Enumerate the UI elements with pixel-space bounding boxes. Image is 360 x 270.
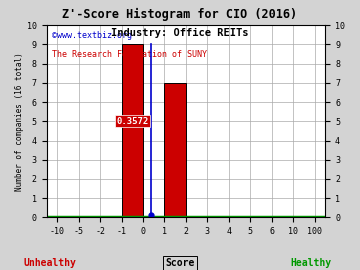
Text: Z'-Score Histogram for CIO (2016): Z'-Score Histogram for CIO (2016) bbox=[62, 8, 298, 21]
Y-axis label: Number of companies (16 total): Number of companies (16 total) bbox=[15, 52, 24, 191]
Text: Industry: Office REITs: Industry: Office REITs bbox=[111, 28, 249, 38]
Text: ©www.textbiz.org: ©www.textbiz.org bbox=[52, 31, 132, 40]
Text: Healthy: Healthy bbox=[291, 258, 332, 268]
Bar bbox=[165, 83, 186, 217]
Text: 0.3572: 0.3572 bbox=[116, 117, 148, 126]
Bar bbox=[122, 45, 143, 217]
Text: The Research Foundation of SUNY: The Research Foundation of SUNY bbox=[52, 50, 207, 59]
Text: Unhealthy: Unhealthy bbox=[24, 258, 77, 268]
Text: Score: Score bbox=[165, 258, 195, 268]
